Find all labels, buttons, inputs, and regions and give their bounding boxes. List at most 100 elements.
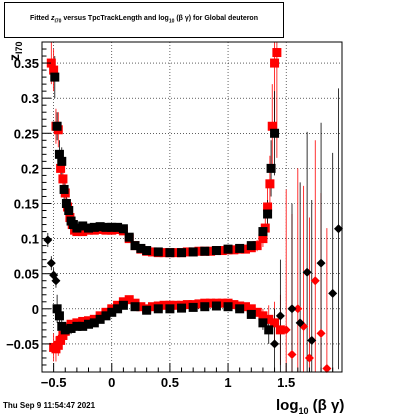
data-point [54,311,64,321]
data-point [159,248,169,258]
data-point [246,309,256,319]
data-point [246,304,256,314]
data-point [200,302,210,312]
data-point [182,300,192,310]
data-point [78,221,88,231]
data-point [118,224,128,234]
data-point [43,235,53,245]
data-point [229,300,239,310]
data-point [258,318,268,328]
data-point [302,267,312,277]
data-point [72,223,82,233]
data-point [275,311,285,321]
x-axis-title-sub: 10 [299,406,309,414]
data-point [136,302,146,312]
data-point [252,307,262,317]
title-log-sub: 10 [168,18,175,25]
data-point [265,179,275,189]
data-point [287,304,297,314]
data-point [52,121,62,131]
data-point [334,224,344,234]
data-point [54,149,64,159]
x-tick-label: 0.5 [161,375,179,390]
y-axis-title-sub: I70 [14,41,24,54]
data-point [177,248,187,258]
y-tick-label: 0 [32,302,39,317]
data-point [171,300,181,310]
data-point [147,247,157,257]
data-point [316,258,326,268]
data-point [211,301,221,311]
data-point [200,246,210,256]
x-axis-title-main: log [276,397,299,414]
data-point [56,163,66,173]
chart-title: Fitted zI70 versus TpcTrackLength and lo… [30,15,258,24]
data-point [177,303,187,313]
data-point [194,299,204,309]
axes: −0.5 0 0.5 1 1.5 −0.05 0 0.05 0.1 0.15 0.2 0.25 0.3 0… [6,41,334,390]
data-point [270,58,280,68]
x-tick-label: 0 [108,375,115,390]
data-point [263,209,273,219]
data-point [78,227,88,237]
data-point [59,184,69,194]
title-z-sub: I70 [54,18,62,25]
data-point [211,246,221,256]
data-point [46,258,56,268]
data-point [142,246,152,256]
data-point [240,244,250,254]
data-point [101,311,111,321]
data-point [270,318,280,328]
data-point [124,295,134,305]
title-z: z [51,15,55,23]
data-point [51,276,61,286]
data-point [281,325,291,335]
chart-title-box: Fitted zI70 versus TpcTrackLength and lo… [4,2,284,38]
data-point [252,241,262,251]
y-tick-label: 0.3 [21,91,39,106]
data-point [264,325,274,335]
data-point [223,244,233,254]
data-point [235,243,245,253]
data-point [240,302,250,312]
data-point [50,72,60,82]
data-point [264,314,274,324]
data-point [316,328,326,338]
data-point [78,321,88,331]
data-point [258,234,268,244]
data-point [84,223,94,233]
data-point [223,302,233,312]
data-point [136,243,146,253]
data-point [113,222,123,232]
data-point [64,206,74,216]
data-point [46,58,56,68]
data-point [304,353,314,363]
data-markers [43,48,344,373]
data-point [217,298,227,308]
title-suffix: (β γ) for Global deuteron [174,15,258,23]
data-point [272,48,282,58]
data-point [107,222,117,232]
y-tick-label: 0.1 [21,232,39,247]
data-point [328,288,338,298]
data-point [52,304,62,314]
data-point [113,304,123,314]
data-point [124,232,134,242]
data-point [307,335,317,345]
y-axis-title-main: z [6,54,22,61]
data-point [246,241,256,251]
data-point [217,246,227,256]
data-point [130,302,140,312]
data-point [84,319,94,329]
data-point [107,307,117,317]
data-point [89,318,99,328]
data-point [53,340,63,350]
data-point [194,246,204,256]
data-point [295,318,305,328]
y-tick-label: 0.25 [14,126,39,141]
data-point [95,222,105,232]
y-tick-label: 0.15 [14,196,39,211]
data-point [58,174,68,184]
data-point [159,300,169,310]
